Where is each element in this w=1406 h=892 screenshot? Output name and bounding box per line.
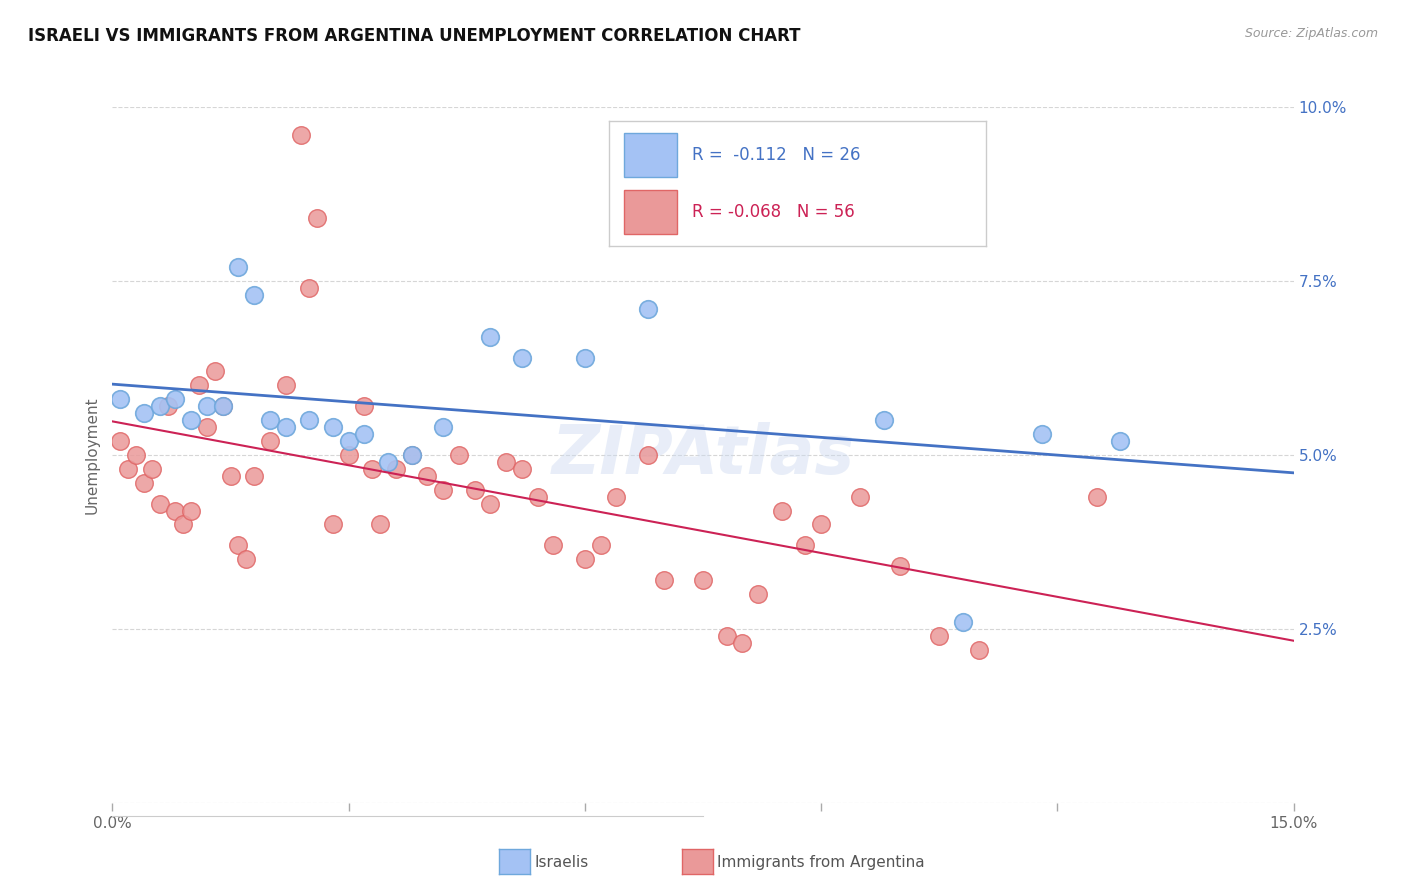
Point [290,128,312,142]
Point [416,468,439,483]
Point [652,573,675,587]
Point [889,559,911,574]
Point [132,475,155,490]
Point [495,455,517,469]
Point [637,301,659,316]
Point [195,420,218,434]
Point [243,288,266,302]
Point [401,448,423,462]
Point [952,615,974,629]
Point [479,497,502,511]
Point [361,462,384,476]
Point [149,497,172,511]
Point [110,434,132,448]
Point [716,629,738,643]
Point [307,211,329,226]
Point [298,413,321,427]
Text: Immigrants from Argentina: Immigrants from Argentina [717,855,925,870]
Point [731,636,754,650]
Point [526,490,548,504]
Point [510,351,533,365]
Point [353,427,375,442]
Point [479,329,502,343]
Point [243,468,266,483]
Point [132,406,155,420]
Point [165,503,187,517]
Point [228,260,250,274]
Point [928,629,950,643]
Point [747,587,769,601]
Point [211,399,233,413]
Point [967,642,990,657]
Point [589,538,612,552]
Y-axis label: Unemployment: Unemployment [84,396,100,514]
Point [204,364,226,378]
Point [180,413,202,427]
Point [637,448,659,462]
Text: ZIPAtlas: ZIPAtlas [551,422,855,488]
Point [274,420,297,434]
Point [337,434,360,448]
Point [574,552,596,566]
Point [337,448,360,462]
Point [219,468,242,483]
Point [368,517,391,532]
Point [543,538,565,552]
Point [605,490,627,504]
Point [849,490,872,504]
Text: Source: ZipAtlas.com: Source: ZipAtlas.com [1244,27,1378,40]
Point [432,420,454,434]
Point [165,392,187,407]
Text: Israelis: Israelis [534,855,589,870]
Point [156,399,179,413]
Point [149,399,172,413]
Point [125,448,148,462]
Point [770,503,793,517]
Point [188,378,211,392]
Point [377,455,399,469]
Point [692,573,714,587]
Point [110,392,132,407]
Point [117,462,139,476]
Point [259,413,281,427]
Point [298,281,321,295]
Point [235,552,257,566]
Point [211,399,233,413]
Point [447,448,470,462]
Point [172,517,194,532]
Point [274,378,297,392]
Point [401,448,423,462]
Point [195,399,218,413]
Point [322,420,344,434]
Point [510,462,533,476]
Point [432,483,454,497]
Point [322,517,344,532]
Point [180,503,202,517]
Point [810,517,832,532]
Point [228,538,250,552]
Point [794,538,817,552]
Text: ISRAELI VS IMMIGRANTS FROM ARGENTINA UNEMPLOYMENT CORRELATION CHART: ISRAELI VS IMMIGRANTS FROM ARGENTINA UNE… [28,27,800,45]
Point [873,413,896,427]
Point [464,483,486,497]
Point [574,351,596,365]
Point [1085,490,1108,504]
Point [353,399,375,413]
Point [141,462,163,476]
Point [259,434,281,448]
Point [385,462,408,476]
Point [1031,427,1053,442]
Point [1109,434,1132,448]
